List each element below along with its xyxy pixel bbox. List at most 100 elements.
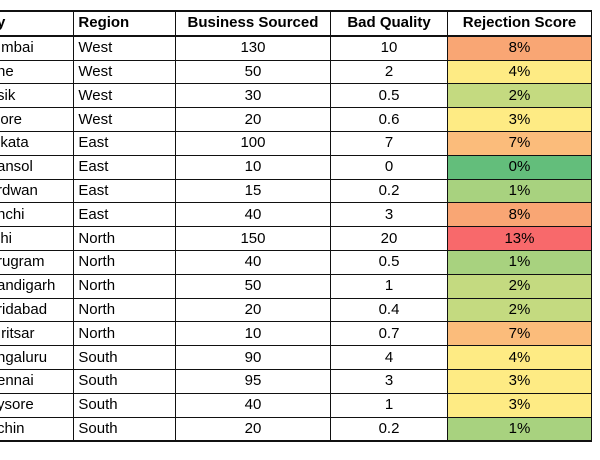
bad-quality-cell[interactable]: 0.7 (330, 321, 448, 347)
business-sourced-cell[interactable]: 40 (174, 249, 332, 275)
bad-quality-cell[interactable]: 1 (330, 392, 448, 418)
rejection-score-cell[interactable]: 0% (446, 154, 593, 180)
business-sourced-cell[interactable]: 50 (174, 59, 332, 85)
region-cell[interactable]: West (73, 107, 176, 132)
business-sourced-cell[interactable]: 90 (174, 345, 332, 370)
city-cell[interactable]: nchi (0, 202, 75, 228)
city-cell[interactable]: ımbai (0, 35, 75, 61)
region-cell[interactable]: East (73, 178, 176, 204)
bad-quality-cell[interactable]: 3 (330, 202, 448, 228)
bad-quality-cell[interactable]: 0.5 (330, 249, 448, 275)
city-cell[interactable]: ne (0, 59, 75, 85)
header-bad-quality[interactable]: Bad Quality (330, 10, 448, 37)
city-cell[interactable]: ennai (0, 368, 75, 394)
bad-quality-cell[interactable]: 10 (330, 35, 448, 61)
region-cell[interactable]: North (73, 226, 176, 251)
bad-quality-cell[interactable]: 1 (330, 273, 448, 299)
city-cell[interactable]: ysore (0, 392, 75, 418)
bad-quality-cell[interactable]: 0.2 (330, 416, 448, 443)
bad-quality-cell[interactable]: 20 (330, 226, 448, 251)
table-row: rugram North 40 0.5 1% (0, 249, 593, 275)
bad-quality-cell[interactable]: 0.6 (330, 107, 448, 132)
business-sourced-cell[interactable]: 50 (174, 273, 332, 299)
rejection-table: y Region Business Sourced Bad Quality Re… (0, 10, 593, 443)
rejection-score-cell[interactable]: 3% (446, 107, 593, 132)
region-cell[interactable]: South (73, 416, 176, 443)
rejection-score-cell[interactable]: 1% (446, 416, 593, 443)
rejection-score-cell[interactable]: 7% (446, 130, 593, 156)
rejection-score-cell[interactable]: 2% (446, 297, 593, 323)
region-cell[interactable]: West (73, 59, 176, 85)
region-cell[interactable]: East (73, 202, 176, 228)
city-cell[interactable]: ansol (0, 154, 75, 180)
rejection-score-cell[interactable]: 13% (446, 226, 593, 251)
business-sourced-cell[interactable]: 40 (174, 392, 332, 418)
business-sourced-cell[interactable]: 100 (174, 130, 332, 156)
city-cell[interactable]: rugram (0, 249, 75, 275)
city-cell[interactable]: ıritsar (0, 321, 75, 347)
rejection-score-cell[interactable]: 2% (446, 273, 593, 299)
rejection-score-cell[interactable]: 7% (446, 321, 593, 347)
city-cell[interactable]: ngaluru (0, 345, 75, 370)
table-row: ansol East 10 0 0% (0, 154, 593, 180)
business-sourced-cell[interactable]: 15 (174, 178, 332, 204)
bad-quality-cell[interactable]: 0.4 (330, 297, 448, 323)
bad-quality-cell[interactable]: 2 (330, 59, 448, 85)
business-sourced-cell[interactable]: 20 (174, 107, 332, 132)
bad-quality-cell[interactable]: 0.5 (330, 83, 448, 109)
header-city[interactable]: y (0, 10, 75, 37)
region-cell[interactable]: North (73, 321, 176, 347)
rejection-score-cell[interactable]: 2% (446, 83, 593, 109)
rejection-score-cell[interactable]: 4% (446, 345, 593, 370)
header-row: y Region Business Sourced Bad Quality Re… (0, 10, 593, 37)
rejection-score-cell[interactable]: 1% (446, 249, 593, 275)
region-cell[interactable]: South (73, 345, 176, 370)
city-cell[interactable]: ridabad (0, 297, 75, 323)
table-row: andigarh North 50 1 2% (0, 273, 593, 299)
city-cell[interactable]: lkata (0, 130, 75, 156)
table-row: lhiNorth1502013% (0, 226, 593, 251)
business-sourced-cell[interactable]: 150 (174, 226, 332, 251)
business-sourced-cell[interactable]: 130 (174, 35, 332, 61)
city-cell[interactable]: chin (0, 416, 75, 443)
bad-quality-cell[interactable]: 0.2 (330, 178, 448, 204)
business-sourced-cell[interactable]: 10 (174, 154, 332, 180)
business-sourced-cell[interactable]: 20 (174, 297, 332, 323)
header-region[interactable]: Region (73, 10, 176, 37)
region-cell[interactable]: North (73, 273, 176, 299)
region-cell[interactable]: East (73, 154, 176, 180)
rejection-score-cell[interactable]: 4% (446, 59, 593, 85)
city-cell[interactable]: lore (0, 107, 75, 132)
table-row: ımbai West 130 10 8% (0, 35, 593, 61)
bad-quality-cell[interactable]: 0 (330, 154, 448, 180)
rejection-score-cell[interactable]: 3% (446, 368, 593, 394)
business-sourced-cell[interactable]: 40 (174, 202, 332, 228)
region-cell[interactable]: North (73, 249, 176, 275)
business-sourced-cell[interactable]: 30 (174, 83, 332, 109)
bad-quality-cell[interactable]: 4 (330, 345, 448, 370)
region-cell[interactable]: West (73, 35, 176, 61)
rejection-score-cell[interactable]: 3% (446, 392, 593, 418)
header-business-sourced[interactable]: Business Sourced (174, 10, 332, 37)
business-sourced-cell[interactable]: 95 (174, 368, 332, 394)
rejection-score-cell[interactable]: 8% (446, 202, 593, 228)
city-cell[interactable]: andigarh (0, 273, 75, 299)
business-sourced-cell[interactable]: 20 (174, 416, 332, 443)
bad-quality-cell[interactable]: 3 (330, 368, 448, 394)
rejection-score-cell[interactable]: 8% (446, 35, 593, 61)
region-cell[interactable]: West (73, 83, 176, 109)
table-row: ıritsar North 10 0.7 7% (0, 321, 593, 347)
region-cell[interactable]: North (73, 297, 176, 323)
city-cell[interactable]: rdwan (0, 178, 75, 204)
bad-quality-cell[interactable]: 7 (330, 130, 448, 156)
region-cell[interactable]: South (73, 368, 176, 394)
city-cell[interactable]: sik (0, 83, 75, 109)
business-sourced-cell[interactable]: 10 (174, 321, 332, 347)
region-cell[interactable]: East (73, 130, 176, 156)
rejection-score-cell[interactable]: 1% (446, 178, 593, 204)
table-row: sikWest300.52% (0, 83, 593, 109)
region-cell[interactable]: South (73, 392, 176, 418)
table-row: lkata East 100 7 7% (0, 130, 593, 156)
header-rejection-score[interactable]: Rejection Score (446, 10, 593, 37)
city-cell[interactable]: lhi (0, 226, 75, 251)
